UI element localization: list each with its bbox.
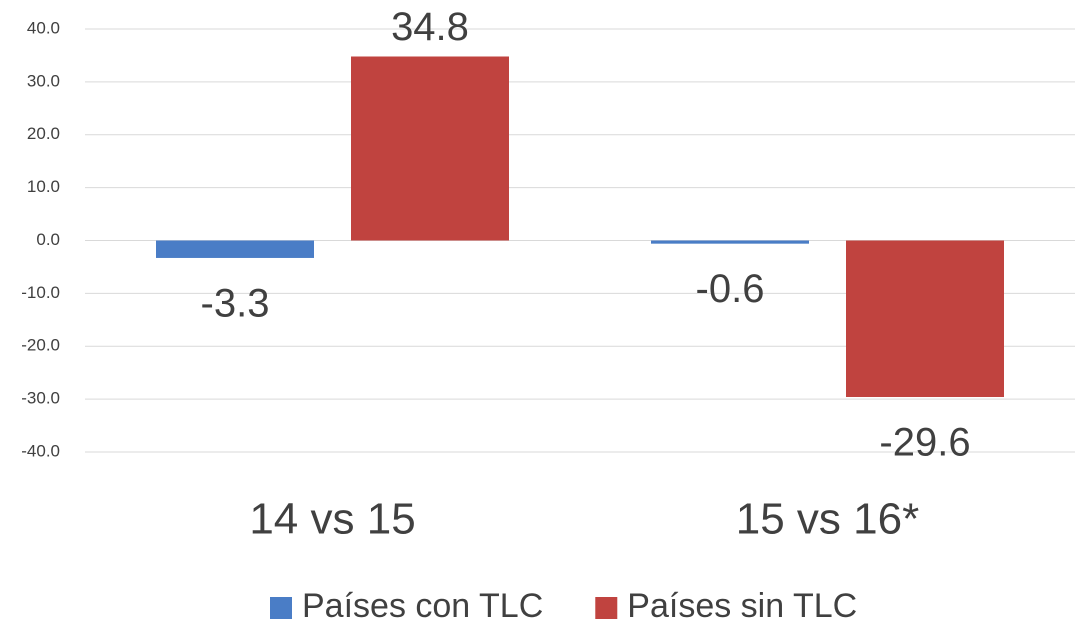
x-tick-label: 15 vs 16* [736,495,919,544]
y-tick-label: 0.0 [36,230,60,249]
legend-swatch [270,597,292,619]
bar [156,240,314,258]
y-tick-label: 10.0 [27,177,60,196]
legend-label: Países con TLC [302,587,543,622]
y-tick-label: -10.0 [21,283,60,302]
y-tick-label: -40.0 [21,441,60,460]
y-tick-label: 30.0 [27,71,60,90]
data-label: -3.3 [201,282,270,326]
y-tick-label: 20.0 [27,124,60,143]
data-label: 34.8 [391,5,469,49]
legend-swatch [595,597,618,619]
x-tick-label: 14 vs 15 [249,495,415,544]
bar [846,240,1004,398]
data-label: -0.6 [696,267,765,311]
y-tick-label: -20.0 [21,336,60,355]
bar [351,56,509,241]
y-tick-label: -30.0 [21,389,60,408]
data-label: -29.6 [879,421,970,465]
y-tick-label: 40.0 [27,18,60,37]
legend-label: Países sin TLC [627,587,857,622]
bar [651,240,809,244]
